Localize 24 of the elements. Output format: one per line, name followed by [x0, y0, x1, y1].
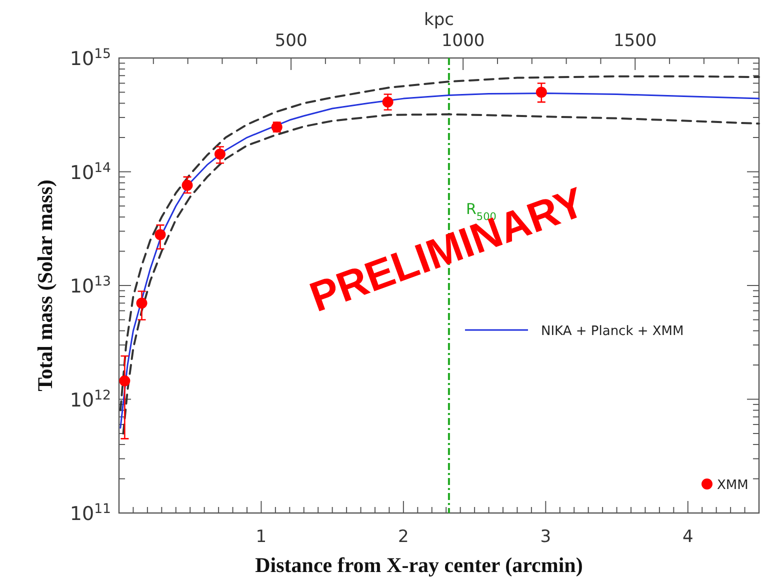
x-tick-label: 1: [256, 527, 267, 547]
x2-tick-label: 500: [274, 31, 308, 51]
x2-tick-label: 1500: [613, 31, 657, 51]
point: [382, 96, 394, 108]
y-tick-label: 10$^{14}$: [70, 160, 111, 184]
x-axis-title: Distance from X-ray center (arcmin): [255, 553, 583, 577]
legend-label: NIKA + Planck + XMM: [541, 324, 684, 339]
point: [214, 148, 226, 160]
y-tick-label: 10$^{13}$: [70, 274, 111, 298]
x-tick-label: 3: [540, 527, 552, 547]
point: [119, 375, 130, 386]
point: [154, 229, 166, 240]
point: [536, 86, 547, 98]
x-tick-label: 2: [398, 527, 409, 547]
x2-tick-label: 1000: [441, 31, 485, 51]
y-tick-label: 10$^{12}$: [70, 388, 111, 412]
y-tick-label: 10$^{11}$: [70, 502, 111, 525]
x2-axis-title: kpc: [424, 10, 454, 30]
x-tick-label: 4: [682, 527, 694, 547]
y-tick-label: 10$^{15}$: [70, 46, 111, 70]
point: [182, 180, 193, 191]
point: [136, 298, 148, 309]
y-axis-title: Total mass (Solar mass): [33, 180, 57, 392]
legend-label: XMM: [717, 478, 748, 493]
